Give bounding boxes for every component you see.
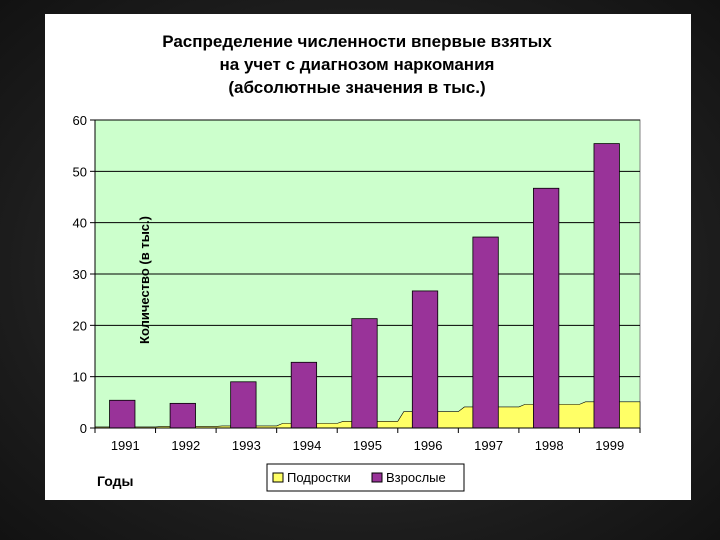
bar-adults-1991 <box>109 399 136 429</box>
y-tick-label: 30 <box>73 267 87 282</box>
y-axis-label: Количество (в тыс.) <box>137 216 152 344</box>
legend-box <box>266 463 465 492</box>
x-tick-label: 1993 <box>232 438 261 453</box>
series-bar-layer <box>109 143 620 429</box>
slide: Распределение численности впервые взятых… <box>45 14 691 500</box>
y-tick-label: 60 <box>73 113 87 128</box>
bar-adults-1994 <box>290 361 318 429</box>
bar-adults-1995 <box>351 318 378 429</box>
chart-title-line-1: Распределение численности впервые взятых <box>162 32 552 51</box>
y-tick-label: 40 <box>73 216 87 231</box>
chart-title-line-3: (абсолютные значения в тыс.) <box>228 78 485 97</box>
legend: Подростки Взрослые <box>266 463 465 492</box>
x-tick-label: 1998 <box>535 438 564 453</box>
bar-adults-1996 <box>411 290 439 429</box>
bar-adults-1993 <box>230 381 257 429</box>
bar-adults-1998 <box>533 187 560 429</box>
x-axis-label: Годы <box>97 473 133 489</box>
legend-swatch-teens <box>272 472 284 483</box>
chart: Распределение численности впервые взятых… <box>73 32 641 492</box>
x-tick-label: 1995 <box>353 438 382 453</box>
x-tick-labels: 1991 1992 1993 1994 1995 1996 1997 1998 1999 <box>111 438 624 453</box>
legend-swatch-adults <box>371 472 383 483</box>
bar-adults-1997 <box>472 236 499 429</box>
y-tick-label: 50 <box>73 164 87 179</box>
y-tick-labels: 0 10 20 30 40 50 60 <box>73 113 87 436</box>
x-tick-label: 1992 <box>171 438 200 453</box>
bar-adults-1999 <box>593 143 620 429</box>
x-tick-label: 1991 <box>111 438 140 453</box>
x-tick-label: 1994 <box>292 438 321 453</box>
legend-label-teens: Подростки <box>287 470 351 485</box>
x-tick-label: 1996 <box>414 438 443 453</box>
y-tick-label: 20 <box>73 318 87 333</box>
y-tick-label: 0 <box>80 421 87 436</box>
x-tick-label: 1997 <box>474 438 503 453</box>
x-tick-label: 1999 <box>595 438 624 453</box>
chart-title-line-2: на учет с диагнозом наркомания <box>220 55 495 74</box>
legend-label-adults: Взрослые <box>386 470 446 485</box>
y-tick-label: 10 <box>73 370 87 385</box>
bar-adults-1992 <box>169 402 196 429</box>
